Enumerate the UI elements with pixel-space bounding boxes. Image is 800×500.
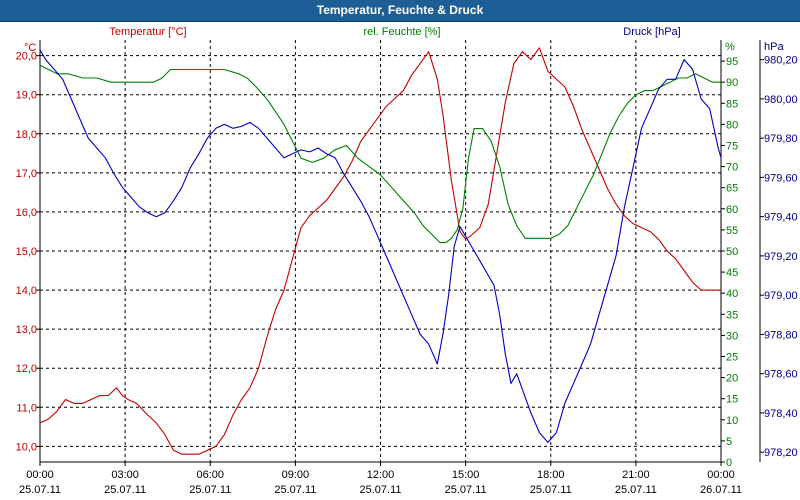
temperature-tick-label: 11,0 bbox=[16, 402, 37, 414]
humidity-tick-label: 75 bbox=[726, 141, 738, 153]
axis-labels: 10,0 11,0 12,0 13,0 14,0 15,0 16,0 17,0 18,0 19,0… bbox=[16, 51, 798, 496]
x-tick-date: 25.07.11 bbox=[274, 484, 316, 496]
pressure-tick-label: 978,40 bbox=[764, 408, 798, 420]
x-tick-time: 00:00 bbox=[707, 469, 735, 481]
temperature-tick-label: 14,0 bbox=[16, 285, 37, 297]
x-tick-time: 15:00 bbox=[452, 469, 480, 481]
humidity-tick-label: 70 bbox=[726, 162, 738, 174]
x-tick-date: 25.07.11 bbox=[445, 484, 487, 496]
pressure-axis-title: Druck [hPa] bbox=[623, 26, 680, 38]
temperature-line bbox=[39, 47, 721, 455]
grid bbox=[40, 40, 721, 462]
humidity-tick-label: 35 bbox=[726, 309, 738, 321]
humidity-tick-label: 20 bbox=[726, 373, 738, 385]
temperature-tick-label: 17,0 bbox=[16, 168, 37, 180]
humidity-tick-label: 40 bbox=[726, 288, 738, 300]
x-tick-date: 25.07.11 bbox=[359, 484, 401, 496]
humidity-tick-label: 0 bbox=[726, 457, 732, 469]
x-tick-time: 21:00 bbox=[622, 469, 650, 481]
x-tick-time: 09:00 bbox=[282, 469, 310, 481]
humidity-tick-label: 15 bbox=[726, 394, 738, 406]
humidity-tick-label: 95 bbox=[726, 56, 738, 68]
pressure-tick-label: 978,80 bbox=[764, 329, 798, 341]
humidity-axis-title: rel. Feuchte [%] bbox=[363, 26, 440, 38]
humidity-tick-label: 80 bbox=[726, 119, 738, 131]
humidity-tick-label: 50 bbox=[726, 246, 738, 258]
temperature-tick-label: 18,0 bbox=[16, 129, 37, 141]
title-bar: Temperatur, Feuchte & Druck bbox=[0, 0, 800, 22]
chart-title: Temperatur, Feuchte & Druck bbox=[316, 3, 484, 17]
humidity-tick-label: 10 bbox=[726, 415, 738, 427]
pressure-tick-label: 979,00 bbox=[764, 290, 798, 302]
x-tick-time: 03:00 bbox=[111, 469, 139, 481]
pressure-tick-label: 979,40 bbox=[764, 212, 798, 224]
pressure-unit: hPa bbox=[764, 41, 784, 53]
temperature-tick-label: 10,0 bbox=[16, 441, 37, 453]
temperature-tick-label: 16,0 bbox=[16, 207, 37, 219]
x-tick-time: 18:00 bbox=[537, 469, 565, 481]
temperature-tick-label: 13,0 bbox=[16, 324, 37, 336]
temperature-axis-title: Temperatur [°C] bbox=[109, 26, 186, 38]
humidity-tick-label: 25 bbox=[726, 352, 738, 364]
x-tick-date: 25.07.11 bbox=[615, 484, 657, 496]
x-tick-time: 00:00 bbox=[26, 469, 54, 481]
temperature-unit: °C bbox=[24, 42, 36, 54]
x-tick-time: 12:00 bbox=[367, 469, 395, 481]
humidity-tick-label: 85 bbox=[726, 98, 738, 110]
humidity-tick-label: 55 bbox=[726, 225, 738, 237]
temperature-tick-label: 20,0 bbox=[16, 51, 37, 63]
x-tick-date: 25.07.11 bbox=[189, 484, 231, 496]
pressure-tick-label: 979,80 bbox=[764, 133, 798, 145]
humidity-tick-label: 60 bbox=[726, 204, 738, 216]
humidity-unit: % bbox=[725, 41, 735, 53]
x-tick-time: 06:00 bbox=[196, 469, 224, 481]
pressure-tick-label: 978,60 bbox=[764, 369, 798, 381]
x-tick-date: 25.07.11 bbox=[104, 484, 146, 496]
humidity-line bbox=[39, 64, 721, 244]
humidity-tick-label: 45 bbox=[726, 267, 738, 279]
humidity-tick-label: 30 bbox=[726, 330, 738, 342]
x-tick-date: 25.07.11 bbox=[19, 484, 61, 496]
temperature-tick-label: 15,0 bbox=[16, 246, 37, 258]
humidity-tick-label: 65 bbox=[726, 183, 738, 195]
pressure-tick-label: 979,20 bbox=[764, 251, 798, 263]
humidity-tick-label: 5 bbox=[726, 436, 732, 448]
pressure-tick-label: 980,20 bbox=[764, 55, 798, 67]
x-tick-date: 25.07.11 bbox=[530, 484, 572, 496]
pressure-tick-label: 978,20 bbox=[764, 447, 798, 459]
humidity-tick-label: 90 bbox=[726, 77, 738, 89]
pressure-tick-label: 979,60 bbox=[764, 172, 798, 184]
temperature-tick-label: 12,0 bbox=[16, 363, 37, 375]
pressure-line bbox=[39, 49, 722, 443]
pressure-tick-label: 980,00 bbox=[764, 94, 798, 106]
temperature-tick-label: 19,0 bbox=[16, 90, 37, 102]
x-tick-date: 26.07.11 bbox=[700, 484, 742, 496]
series-group bbox=[39, 47, 722, 455]
